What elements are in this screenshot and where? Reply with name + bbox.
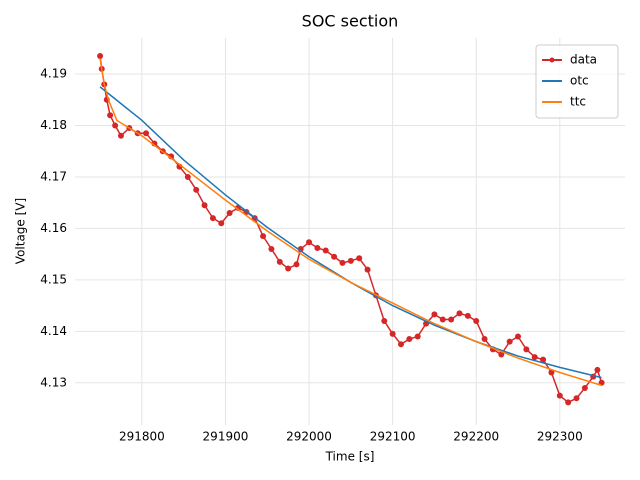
data-point [276,258,283,265]
data-point [107,112,114,119]
data-point [331,253,338,260]
data-point [481,336,488,343]
data-point [347,257,354,264]
data-point [506,338,513,345]
legend-marker [549,57,555,63]
data-point [498,351,505,358]
data-point [531,354,538,361]
data-point [268,245,275,252]
y-axis-label: Voltage [V] [14,198,28,264]
data-point [573,395,580,402]
data-point [515,333,522,340]
data-point [184,173,191,180]
data-point [414,333,421,340]
data-point [397,341,404,348]
data-point [356,255,363,262]
legend-label: ttc [570,95,586,109]
data-point [112,122,119,129]
y-tick-label: 4.15 [40,272,67,286]
data-point [143,130,150,137]
y-tick-label: 4.18 [40,118,67,132]
data-point [456,310,463,317]
y-tick-label: 4.19 [40,67,67,81]
data-point [314,244,321,251]
x-tick-label: 291900 [203,430,249,444]
y-tick-label: 4.16 [40,221,67,235]
data-point [339,259,346,266]
data-point [556,392,563,399]
legend-label: data [570,53,597,67]
data-point [431,311,438,318]
data-point [322,247,329,254]
data-point [594,366,601,373]
data-point [364,266,371,273]
data-point [306,239,313,246]
data-point [464,312,471,319]
series-line [99,86,602,379]
data-point [548,369,555,376]
data-point [218,220,225,227]
data-point [117,132,124,139]
data-point [439,316,446,323]
chart-title: SOC section [302,12,399,31]
data-point [260,233,267,240]
y-tick-label: 4.13 [40,375,67,389]
data-point [473,318,480,325]
data-point [97,53,104,60]
x-tick-label: 291800 [119,430,165,444]
data-point [406,336,413,343]
data-point [226,209,233,216]
legend-box [535,44,619,119]
data-point [523,346,530,353]
data-point [293,261,300,268]
x-axis-label: Time [s] [325,450,375,464]
y-tick-label: 4.17 [40,169,67,183]
x-tick-label: 292200 [453,430,499,444]
series-line [99,58,602,387]
y-tick-label: 4.14 [40,324,67,338]
data-point [389,330,396,337]
data-point [448,316,455,323]
x-tick-label: 292100 [370,430,416,444]
data-point [565,399,572,406]
data-point [540,356,547,363]
data-point [193,186,200,193]
x-tick-label: 292300 [537,430,583,444]
legend-label: otc [570,74,589,88]
data-point [581,384,588,391]
data-point [209,215,216,222]
x-tick-label: 292000 [286,430,332,444]
data-point [381,318,388,325]
data-point [201,202,208,209]
data-point [285,265,292,272]
